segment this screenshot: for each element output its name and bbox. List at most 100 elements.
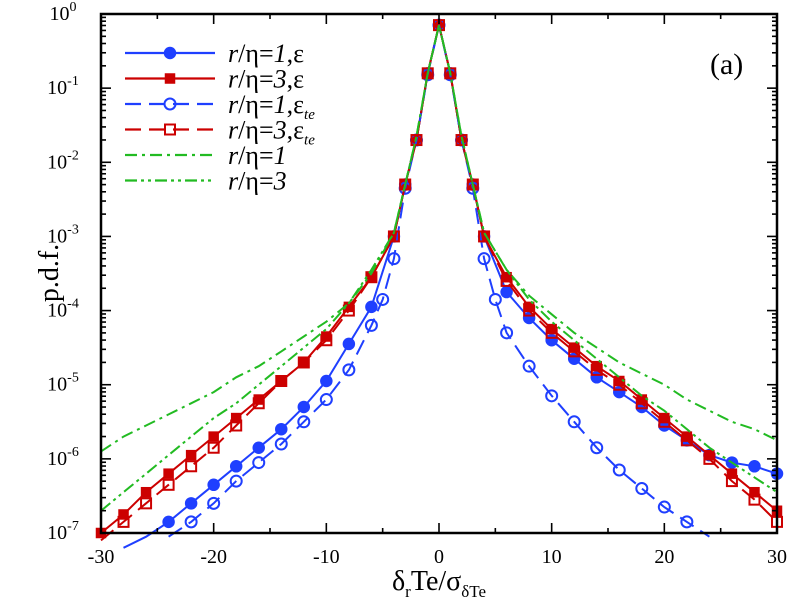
series-5 [100,24,778,453]
data-point [455,134,468,147]
x-title-delta: δ [392,566,405,597]
data-point [230,412,242,424]
y-tick-label: 10-3 [47,222,79,247]
data-point [680,515,694,529]
y-axis-title: p.d.f. [34,244,65,302]
data-point [376,292,390,306]
plot-frame [99,12,779,535]
legend-marker [164,73,176,84]
x-tick-label: -30 [88,546,115,568]
series-line [100,24,778,453]
data-point [657,500,671,514]
data-point [500,326,514,340]
data-point [635,482,649,496]
data-point [207,441,220,454]
legend-label: r/η=1,εte [228,90,315,123]
series-1 [123,18,784,549]
data-point [208,431,219,442]
data-point [252,456,266,470]
data-point [410,134,423,147]
y-tick-label: 10-5 [47,371,79,396]
legend-label: r/η=3,εte [228,116,315,149]
y-tick-label: 10-4 [47,297,79,322]
data-point [207,478,220,492]
data-point [703,452,716,465]
data-point [387,252,401,266]
x-axis-title: δrTe/σδTe [392,566,486,601]
panel-label: (a) [710,48,743,81]
data-point [252,397,265,410]
data-point [545,326,558,339]
y-tick-label: 10-7 [47,519,79,544]
data-point [748,460,761,473]
data-point [478,230,491,243]
data-point [185,460,198,473]
data-point [522,359,536,373]
data-point [184,497,198,510]
data-point [590,363,603,376]
data-point [500,274,513,287]
data-point [365,300,378,314]
data-point [185,449,197,461]
data-point [568,342,580,353]
data-point [466,178,479,191]
data-point [140,486,152,498]
ticks-layer: -30 -20 -10 0 10 20 30 100 10-1 10-2 10-3 10-4 10-5 1… [47,0,787,568]
data-point [140,497,153,510]
data-point [230,419,243,432]
data-point [207,496,221,510]
y-tick-label: 10-6 [47,445,79,470]
data-point [342,363,356,377]
data-point [320,334,333,347]
data-point [613,378,626,391]
data-point [320,374,333,388]
data-point [680,434,693,447]
data-point [635,397,648,410]
data-point [319,393,333,407]
x-title-sub-r: r [405,582,411,601]
data-point [399,178,412,191]
data-point [163,468,174,479]
data-point [297,400,311,414]
data-point [229,460,243,473]
series-6 [100,24,778,512]
x-title-sub-dte: δTe [461,582,486,601]
data-point [523,304,536,317]
data-point [545,389,559,403]
data-point [162,515,175,529]
legend: r/η=1,εr/η=3,εr/η=1,εter/η=3,εter/η=1r/η… [125,39,315,196]
data-point [274,437,288,451]
x-tick-label: 30 [767,546,787,568]
data-point [252,441,265,454]
x-tick-label: 20 [654,546,674,568]
series-line [123,24,778,549]
legend-label: r/η=1,ε [228,39,304,68]
data-point [612,463,626,477]
y-tick-label: 100 [50,0,77,25]
x-tick-label: 0 [434,546,444,568]
y-tick-label: 10-1 [47,74,79,99]
data-point [297,415,311,429]
data-point [342,337,356,351]
legend-label: r/η=3,ε [228,65,304,94]
data-point [681,431,693,442]
data-point [253,394,264,405]
data-point [488,292,502,306]
x-title-mid: Te/σ [411,566,461,597]
series-line [100,24,778,542]
data-point [500,285,513,299]
x-tick-label: 10 [542,546,562,568]
data-point [162,478,175,491]
data-point [444,67,457,80]
legend-label: r/η=3 [228,167,287,196]
data-point [117,515,130,528]
data-point [658,415,671,428]
data-point [590,441,604,455]
data-point [118,509,129,520]
data-point [567,415,581,429]
data-point [568,345,581,358]
data-point [364,318,378,332]
series-layer [95,18,784,549]
data-point [477,252,491,266]
